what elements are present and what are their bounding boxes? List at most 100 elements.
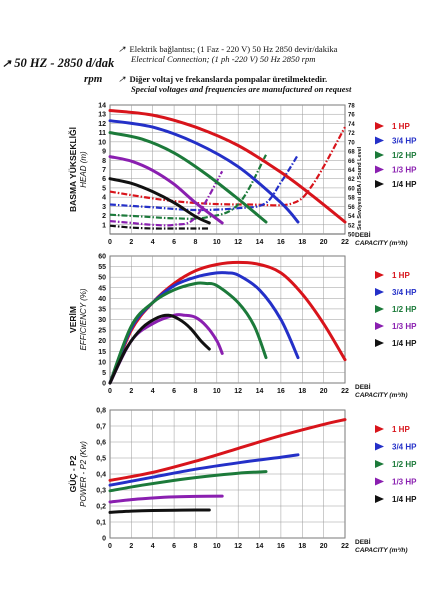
y-tick-label: 14 bbox=[98, 103, 106, 110]
arrow-icon: ↗ bbox=[118, 74, 126, 84]
right-tick-label: 66 bbox=[348, 159, 355, 165]
x-tick-label: 12 bbox=[234, 239, 242, 246]
legend-marker-icon bbox=[375, 122, 384, 130]
arrow-icon: ↗ bbox=[118, 44, 126, 54]
right-tick-label: 58 bbox=[348, 196, 355, 202]
y-axis-label-en: POWER - P2 (Kw) bbox=[79, 441, 88, 507]
x-tick-label: 8 bbox=[194, 239, 198, 246]
note-line-3: ↗ Diğer voltaj ve frekanslarda pompalar ü… bbox=[118, 74, 327, 84]
x-tick-label: 16 bbox=[277, 388, 285, 395]
series-curve-3-4-hp bbox=[108, 453, 300, 487]
y-tick-label: 4 bbox=[102, 195, 106, 202]
x-tick-label: 10 bbox=[213, 543, 221, 550]
speed-label: ↗ 50 HZ - 2850 d/dak bbox=[2, 56, 114, 71]
y-tick-label: 5 bbox=[102, 370, 106, 377]
right-tick-label: 72 bbox=[348, 131, 355, 137]
right-tick-label: 74 bbox=[348, 122, 355, 128]
x-tick-label: 22 bbox=[341, 388, 349, 395]
legend-label: 1/2 HP bbox=[392, 151, 417, 160]
y-tick-label: 7 bbox=[102, 167, 106, 174]
note-line-2: Electrical Connection; (1 ph -220 V) 50 … bbox=[131, 54, 316, 64]
note-line-4: Special voltages and frequencies are man… bbox=[131, 84, 351, 94]
right-tick-label: 50 bbox=[348, 233, 355, 239]
right-tick-label: 70 bbox=[348, 140, 355, 146]
note-text-4: Special voltages and frequencies are man… bbox=[131, 84, 352, 94]
y-tick-label: 10 bbox=[98, 139, 106, 146]
right-tick-label: 56 bbox=[348, 205, 355, 211]
y-tick-label: 35 bbox=[98, 306, 106, 313]
right-axis-label: Ses Seviyesi dBA / Sound Level bbox=[357, 146, 363, 230]
y-tick-label: 40 bbox=[98, 296, 106, 303]
series-curve-1-2-hp bbox=[108, 281, 268, 385]
legend-label: 1/2 HP bbox=[392, 305, 417, 314]
x-tick-label: 2 bbox=[129, 239, 133, 246]
x-tick-label: 14 bbox=[256, 543, 264, 550]
series-curve-1-hp bbox=[108, 418, 347, 482]
y-tick-label: 9 bbox=[102, 149, 106, 156]
y-tick-label: 0,8 bbox=[96, 408, 106, 415]
x-tick-label: 22 bbox=[341, 239, 349, 246]
y-tick-label: 25 bbox=[98, 328, 106, 335]
legend-marker-icon bbox=[375, 271, 384, 279]
series-curve-3-4-hp bbox=[108, 119, 300, 224]
right-tick-label: 78 bbox=[348, 104, 355, 110]
legend-label: 1 HP bbox=[392, 271, 410, 280]
legend-label: 1/4 HP bbox=[392, 180, 417, 189]
x-tick-label: 14 bbox=[256, 239, 264, 246]
series-curve-1-2-hp bbox=[108, 470, 268, 493]
x-tick-label: 4 bbox=[151, 388, 155, 395]
y-tick-label: 60 bbox=[98, 254, 106, 261]
legend-label: 1/3 HP bbox=[392, 478, 417, 487]
y-tick-label: 0,7 bbox=[96, 424, 106, 431]
series-curve-1-4-hp bbox=[108, 177, 211, 225]
sound-curve-1-hp bbox=[109, 126, 346, 207]
right-tick-label: 76 bbox=[348, 113, 355, 119]
x-tick-label: 6 bbox=[172, 388, 176, 395]
x-tick-label: 8 bbox=[194, 388, 198, 395]
x-tick-label: 14 bbox=[256, 388, 264, 395]
x-tick-label: 0 bbox=[108, 543, 112, 550]
x-axis-label-en: CAPACITY (m³/h) bbox=[355, 547, 407, 554]
y-tick-label: 45 bbox=[98, 285, 106, 292]
x-tick-label: 20 bbox=[320, 543, 328, 550]
legend-label: 1 HP bbox=[392, 425, 410, 434]
y-tick-label: 0,4 bbox=[96, 472, 106, 479]
x-tick-label: 22 bbox=[341, 543, 349, 550]
y-tick-label: 20 bbox=[98, 338, 106, 345]
y-tick-label: 0,3 bbox=[96, 488, 106, 495]
y-tick-label: 0,2 bbox=[96, 504, 106, 511]
legend-marker-icon bbox=[375, 442, 384, 451]
note-line-1: ↗ Elektrik bağlantısı; (1 Faz - 220 V) 50… bbox=[118, 44, 338, 54]
y-tick-label: 6 bbox=[102, 176, 106, 183]
legend-marker-icon bbox=[375, 151, 384, 159]
right-tick-label: 62 bbox=[348, 177, 355, 183]
series-curve-1-hp bbox=[108, 109, 347, 224]
x-tick-label: 2 bbox=[129, 543, 133, 550]
legend-label: 1/4 HP bbox=[392, 495, 417, 504]
x-tick-label: 6 bbox=[172, 543, 176, 550]
x-tick-label: 18 bbox=[298, 388, 306, 395]
y-tick-label: 1 bbox=[102, 222, 106, 229]
x-tick-label: 10 bbox=[213, 388, 221, 395]
x-tick-label: 18 bbox=[298, 239, 306, 246]
legend-marker-icon bbox=[375, 288, 384, 296]
legend-marker-icon bbox=[375, 180, 384, 188]
right-tick-label: 52 bbox=[348, 223, 355, 229]
x-tick-label: 8 bbox=[194, 543, 198, 550]
legend-marker-icon bbox=[375, 477, 384, 486]
sound-curve-3-4-hp bbox=[109, 154, 299, 212]
legend-label: 3/4 HP bbox=[392, 443, 417, 452]
legend-marker-icon bbox=[375, 339, 384, 347]
y-tick-label: 0,6 bbox=[96, 440, 106, 447]
legend-label: 1/2 HP bbox=[392, 460, 417, 469]
x-tick-label: 6 bbox=[172, 239, 176, 246]
legend-marker-icon bbox=[375, 495, 384, 503]
legend-marker-icon bbox=[375, 425, 384, 433]
x-tick-label: 0 bbox=[108, 388, 112, 395]
right-tick-label: 68 bbox=[348, 150, 355, 156]
x-axis-label: DEBİ bbox=[355, 231, 371, 239]
x-tick-label: 12 bbox=[234, 388, 242, 395]
legend-marker-icon bbox=[375, 136, 384, 145]
speed-text: 50 HZ - 2850 d/dak bbox=[14, 56, 115, 70]
